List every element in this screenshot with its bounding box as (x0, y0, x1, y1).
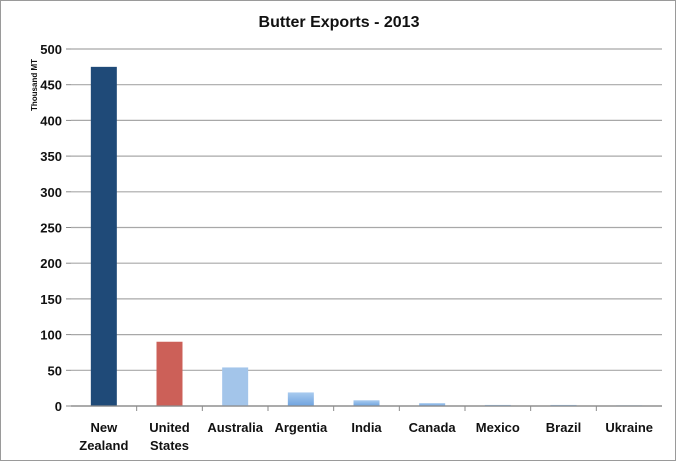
y-axis-label: Thousand MT (30, 59, 39, 111)
chart-title: Butter Exports - 2013 (259, 14, 420, 31)
x-tick-label: Australia (207, 420, 263, 435)
bar-argentia (287, 392, 314, 406)
x-tick-label: Argentia (274, 420, 328, 435)
x-tick-label: States (150, 438, 189, 453)
x-tick-label: Brazil (546, 420, 581, 435)
x-tick-label: Canada (409, 420, 457, 435)
bar-australia (222, 367, 249, 406)
x-tick-label: United (149, 420, 190, 435)
y-tick-labels: 0 50 100 150 200 250 300 350 400 450 500 (40, 42, 62, 414)
y-tick-label: 50 (48, 363, 62, 378)
bar-canada (419, 403, 446, 406)
y-tick-label: 450 (40, 78, 62, 93)
y-tick-label: 200 (40, 256, 62, 271)
x-tick-label: India (351, 420, 382, 435)
y-tick-label: 0 (55, 399, 62, 414)
bar-new-zealand (90, 66, 117, 406)
bar-united-states (156, 341, 183, 406)
x-tick-label: New (90, 420, 118, 435)
y-tick-label: 400 (40, 113, 62, 128)
x-tick-label: Mexico (476, 420, 520, 435)
y-tick-label: 250 (40, 221, 62, 236)
x-tick-label: Zealand (79, 438, 128, 453)
y-tick-label: 150 (40, 292, 62, 307)
x-tick-labels: New Zealand United States Australia Argentia I… (79, 406, 653, 453)
y-tick-label: 500 (40, 42, 62, 57)
y-tick-label: 350 (40, 149, 62, 164)
y-tick-label: 100 (40, 328, 62, 343)
y-tick-label: 300 (40, 185, 62, 200)
gridlines (66, 48, 662, 407)
bar-india (353, 400, 380, 406)
x-tick-label: Ukraine (605, 420, 653, 435)
bars (90, 66, 643, 407)
